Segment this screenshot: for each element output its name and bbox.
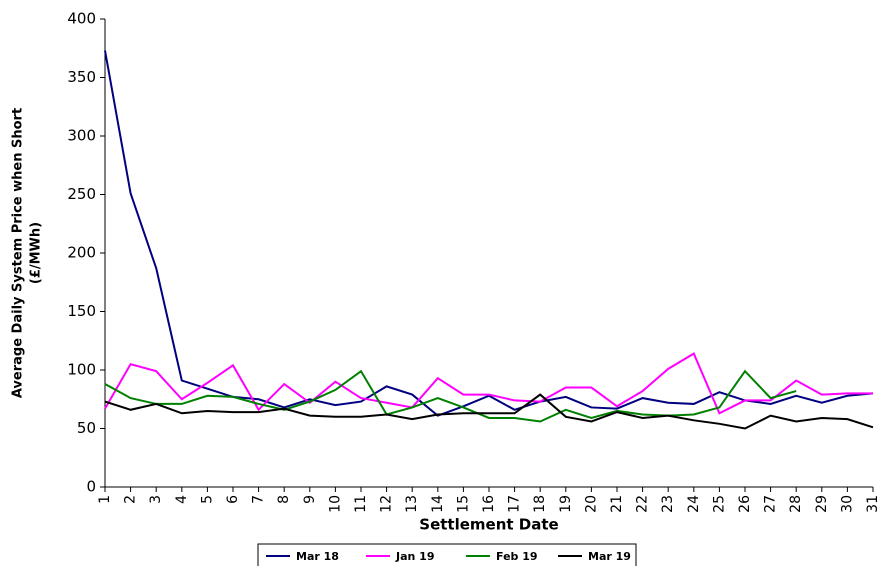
- x-tick-label: 13: [404, 495, 420, 513]
- x-tick-label: 26: [737, 495, 753, 513]
- x-tick-label: 21: [609, 495, 625, 513]
- x-tick-label: 4: [174, 495, 190, 504]
- legend: [257, 543, 637, 566]
- x-tick-label: 22: [635, 495, 651, 513]
- x-tick-label: 28: [788, 495, 804, 513]
- series-line: [104, 393, 874, 430]
- y-tick-label: 300: [67, 127, 96, 145]
- x-tick-label: 20: [583, 495, 599, 513]
- x-tick-label: 6: [225, 495, 241, 504]
- y-tick-label: 350: [67, 68, 96, 86]
- x-tick-label: 16: [481, 495, 497, 513]
- x-tick-label: 14: [430, 495, 446, 513]
- x-tick-label: 1: [97, 495, 113, 504]
- series-line: [104, 352, 873, 415]
- x-tick-label: 23: [660, 495, 676, 513]
- y-tick-label: 250: [67, 185, 96, 203]
- y-axis-label: (£/MWh): [29, 222, 44, 284]
- series-line: [104, 50, 874, 417]
- x-tick-label: 8: [276, 495, 292, 504]
- legend-label: Mar 19: [588, 550, 631, 563]
- x-tick-label: 27: [763, 495, 779, 513]
- x-tick-label: 30: [839, 495, 855, 513]
- x-tick-label: 7: [251, 495, 267, 504]
- x-tick-label: 18: [532, 495, 548, 513]
- x-tick-label: 24: [686, 495, 702, 513]
- y-tick-label: 400: [67, 10, 96, 28]
- y-tick-label: 150: [67, 302, 96, 320]
- x-tick-label: 15: [455, 495, 471, 513]
- y-tick-label: 100: [67, 361, 96, 379]
- x-tick-label: 2: [123, 495, 139, 504]
- legend-label: Jan 19: [395, 550, 434, 563]
- legend-label: Mar 18: [296, 550, 339, 563]
- y-tick-label: 200: [67, 244, 96, 262]
- x-tick-label: 5: [199, 495, 215, 504]
- legend-label: Feb 19: [496, 550, 538, 563]
- series-line: [104, 369, 797, 423]
- x-tick-label: 10: [327, 495, 343, 513]
- x-tick-label: 9: [302, 495, 318, 504]
- y-tick-label: 0: [86, 478, 96, 496]
- y-tick-label: 50: [77, 419, 96, 437]
- y-axis-label: Average Daily System Price when Short: [11, 108, 26, 398]
- x-tick-label: 29: [814, 495, 830, 513]
- x-tick-label: 3: [148, 495, 164, 504]
- x-tick-label: 31: [865, 495, 881, 513]
- x-tick-label: 19: [558, 495, 574, 513]
- x-tick-label: 25: [711, 495, 727, 513]
- x-tick-label: 12: [379, 495, 395, 513]
- x-axis-label: Settlement Date: [419, 516, 558, 534]
- x-tick-label: 17: [507, 495, 523, 513]
- x-tick-label: 11: [353, 495, 369, 513]
